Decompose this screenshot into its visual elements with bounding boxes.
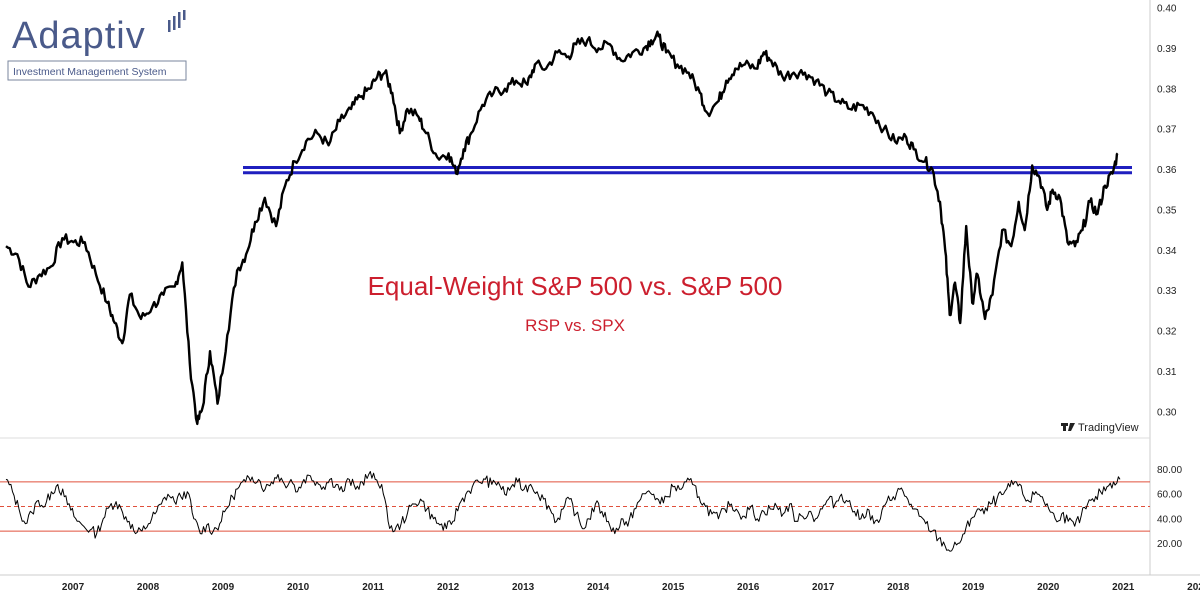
x-tick-label: 2013 bbox=[512, 582, 535, 593]
y-tick-label: 0.32 bbox=[1157, 327, 1177, 338]
main-horizontal-levels bbox=[243, 166, 1132, 175]
x-tick-label: 2010 bbox=[287, 582, 310, 593]
x-tick-label: 2015 bbox=[662, 582, 685, 593]
y-tick-label: 0.30 bbox=[1157, 407, 1177, 418]
x-tick-label: 2009 bbox=[212, 582, 235, 593]
oscillator-y-tick-label: 80.00 bbox=[1157, 465, 1182, 476]
x-tick-label: 2014 bbox=[587, 582, 610, 593]
oscillator-levels bbox=[0, 481, 1150, 532]
tradingview-logo-icon bbox=[1061, 423, 1075, 431]
y-tick-label: 0.36 bbox=[1157, 165, 1177, 176]
oscillator-y-tick-label: 60.00 bbox=[1157, 490, 1182, 501]
y-tick-label: 0.35 bbox=[1157, 205, 1177, 216]
y-tick-label: 0.40 bbox=[1157, 4, 1177, 15]
x-tick-label: 2019 bbox=[962, 582, 985, 593]
x-tick-label: 2020 bbox=[1037, 582, 1060, 593]
x-tick-label: 2018 bbox=[887, 582, 910, 593]
x-tick-label: 2022 bbox=[1187, 582, 1200, 593]
chart-title: Equal-Weight S&P 500 vs. S&P 500 bbox=[368, 271, 783, 301]
main-y-axis: 0.30 0.31 0.32 0.33 0.34 0.35 0.36 0.37 0.38 0.39… bbox=[1157, 4, 1177, 419]
y-tick-label: 0.33 bbox=[1157, 286, 1177, 297]
x-tick-label: 2016 bbox=[737, 582, 760, 593]
x-tick-label: 2021 bbox=[1112, 582, 1135, 593]
x-tick-label: 2008 bbox=[137, 582, 160, 593]
oscillator-y-tick-label: 20.00 bbox=[1157, 539, 1182, 550]
y-tick-label: 0.31 bbox=[1157, 367, 1177, 378]
oscillator-y-tick-label: 40.00 bbox=[1157, 514, 1182, 525]
x-tick-label: 2012 bbox=[437, 582, 460, 593]
logo-name: Adaptiv bbox=[12, 15, 146, 57]
oscillator-line bbox=[5, 471, 1121, 552]
y-tick-label: 0.37 bbox=[1157, 125, 1177, 136]
x-tick-label: 2017 bbox=[812, 582, 835, 593]
y-tick-label: 0.34 bbox=[1157, 246, 1177, 257]
x-axis: 2007 2008 2009 2010 2011 2012 2013 2014 2015 2016… bbox=[62, 582, 1200, 593]
y-tick-label: 0.38 bbox=[1157, 84, 1177, 95]
y-tick-label: 0.39 bbox=[1157, 44, 1177, 55]
logo-bars-icon bbox=[168, 10, 186, 32]
logo: Adaptiv Investment Management System bbox=[7, 10, 187, 81]
tradingview-label: TradingView bbox=[1078, 422, 1139, 434]
main-series bbox=[5, 30, 1119, 426]
logo-tagline: Investment Management System bbox=[13, 66, 167, 78]
logo-tagline-box bbox=[7, 60, 187, 81]
x-tick-label: 2011 bbox=[362, 582, 384, 593]
oscillator-series bbox=[5, 471, 1121, 552]
x-tick-label: 2007 bbox=[62, 582, 85, 593]
chart-subtitle: RSP vs. SPX bbox=[525, 316, 625, 335]
price-ratio-line bbox=[5, 30, 1119, 426]
oscillator-y-axis: 20.00 40.00 60.00 80.00 bbox=[1157, 465, 1182, 550]
tradingview-watermark: TradingView bbox=[1061, 422, 1139, 434]
